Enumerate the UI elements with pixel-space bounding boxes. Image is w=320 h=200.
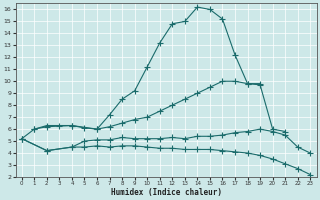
X-axis label: Humidex (Indice chaleur): Humidex (Indice chaleur) [110,188,221,197]
